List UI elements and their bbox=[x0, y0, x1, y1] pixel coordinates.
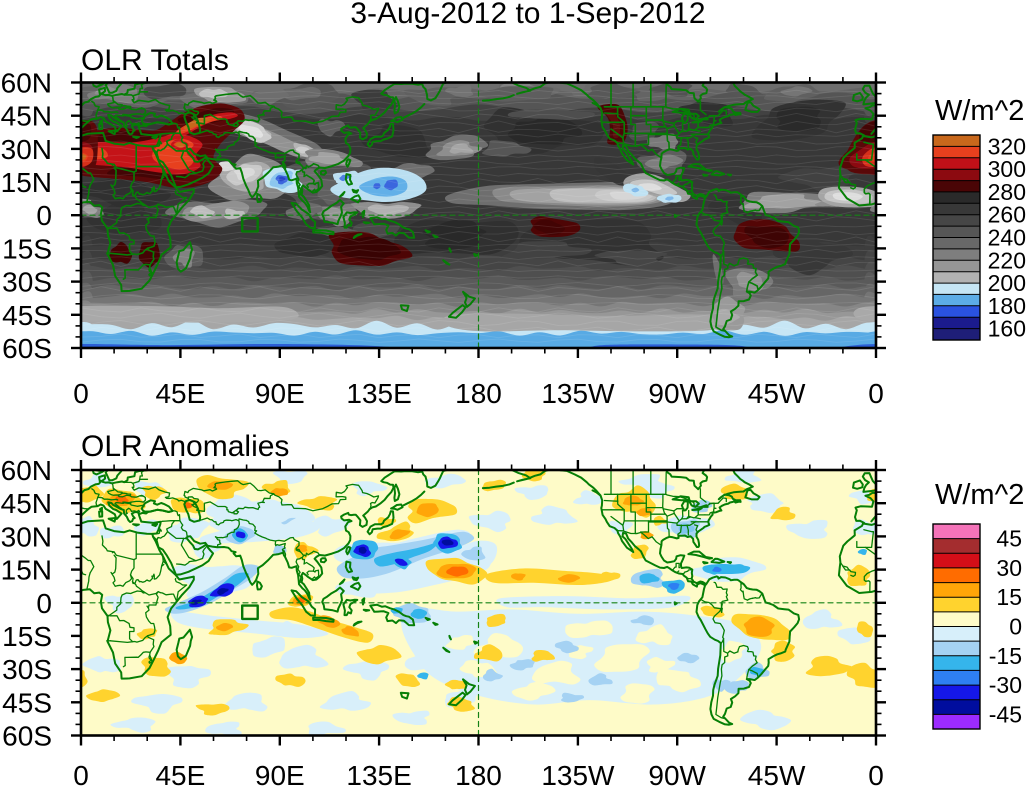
svg-text:45E: 45E bbox=[155, 760, 205, 788]
svg-text:60N: 60N bbox=[1, 455, 52, 486]
svg-text:280: 280 bbox=[988, 179, 1026, 205]
svg-text:135W: 135W bbox=[541, 760, 615, 788]
svg-text:60S: 60S bbox=[2, 721, 52, 752]
svg-text:OLR Totals: OLR Totals bbox=[81, 44, 229, 77]
svg-text:45W: 45W bbox=[748, 378, 806, 409]
svg-text:30S: 30S bbox=[2, 654, 52, 685]
svg-text:3-Aug-2012 to 1-Sep-2012: 3-Aug-2012 to 1-Sep-2012 bbox=[350, 0, 705, 30]
svg-text:W/m^2: W/m^2 bbox=[935, 95, 1024, 127]
svg-text:15: 15 bbox=[996, 584, 1022, 610]
svg-text:160: 160 bbox=[988, 316, 1026, 342]
svg-text:45S: 45S bbox=[2, 687, 52, 718]
svg-text:W/m^2: W/m^2 bbox=[935, 479, 1024, 511]
svg-text:320: 320 bbox=[988, 133, 1026, 159]
svg-text:45E: 45E bbox=[155, 378, 205, 409]
svg-text:180: 180 bbox=[455, 378, 502, 409]
svg-text:0: 0 bbox=[73, 378, 89, 409]
svg-text:180: 180 bbox=[455, 760, 502, 788]
svg-text:0: 0 bbox=[36, 588, 52, 619]
svg-text:15S: 15S bbox=[2, 233, 52, 264]
svg-text:45W: 45W bbox=[748, 760, 806, 788]
svg-text:0: 0 bbox=[868, 760, 884, 788]
svg-text:0: 0 bbox=[868, 378, 884, 409]
svg-text:45S: 45S bbox=[2, 300, 52, 331]
svg-text:200: 200 bbox=[988, 270, 1026, 296]
svg-text:90W: 90W bbox=[648, 378, 706, 409]
svg-text:0: 0 bbox=[1009, 614, 1022, 640]
svg-text:45N: 45N bbox=[1, 488, 52, 519]
svg-text:30: 30 bbox=[996, 555, 1022, 581]
svg-text:60N: 60N bbox=[1, 68, 52, 99]
svg-text:15N: 15N bbox=[1, 167, 52, 198]
svg-text:45N: 45N bbox=[1, 101, 52, 132]
svg-text:30S: 30S bbox=[2, 267, 52, 298]
svg-text:90W: 90W bbox=[648, 760, 706, 788]
svg-text:60S: 60S bbox=[2, 333, 52, 364]
svg-text:30N: 30N bbox=[1, 521, 52, 552]
svg-text:260: 260 bbox=[988, 202, 1026, 228]
svg-text:15S: 15S bbox=[2, 621, 52, 652]
svg-text:0: 0 bbox=[73, 760, 89, 788]
svg-text:30N: 30N bbox=[1, 134, 52, 165]
svg-text:0: 0 bbox=[36, 200, 52, 231]
svg-text:135W: 135W bbox=[541, 378, 615, 409]
svg-text:-30: -30 bbox=[989, 672, 1022, 698]
svg-text:90E: 90E bbox=[255, 378, 305, 409]
svg-text:300: 300 bbox=[988, 156, 1026, 182]
svg-text:-15: -15 bbox=[989, 643, 1022, 669]
svg-text:15N: 15N bbox=[1, 555, 52, 586]
svg-text:240: 240 bbox=[988, 225, 1026, 251]
svg-text:135E: 135E bbox=[346, 378, 411, 409]
svg-text:OLR Anomalies: OLR Anomalies bbox=[81, 430, 289, 463]
svg-text:-45: -45 bbox=[989, 701, 1022, 727]
svg-text:180: 180 bbox=[988, 293, 1026, 319]
svg-text:90E: 90E bbox=[255, 760, 305, 788]
svg-text:45: 45 bbox=[996, 526, 1022, 552]
svg-text:135E: 135E bbox=[346, 760, 411, 788]
svg-text:220: 220 bbox=[988, 247, 1026, 273]
